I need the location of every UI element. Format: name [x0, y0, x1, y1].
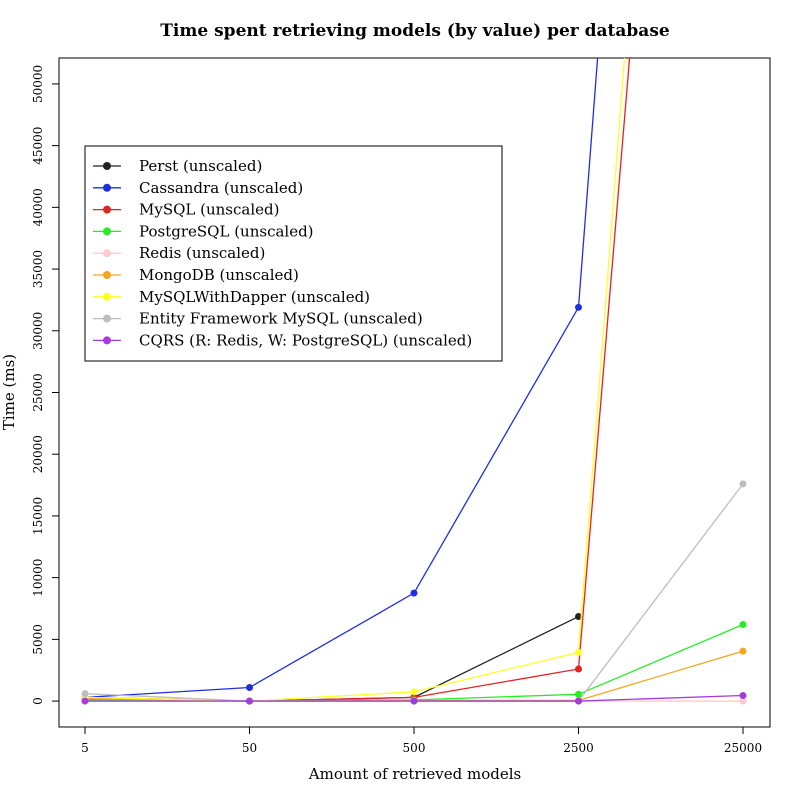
legend-label: Cassandra (unscaled) — [139, 179, 303, 197]
series-line — [84, 615, 579, 702]
legend-marker — [103, 314, 111, 323]
x-tick-label: 5 — [81, 741, 89, 755]
data-point — [81, 697, 89, 705]
x-tick-label: 2500 — [563, 741, 594, 755]
data-point — [739, 692, 747, 700]
data-point — [410, 697, 418, 705]
data-point — [81, 690, 89, 698]
legend-label: MongoDB (unscaled) — [139, 266, 299, 284]
legend-label: CQRS (R: Redis, W: PostgreSQL) (unscaled… — [139, 331, 472, 349]
legend-marker — [103, 162, 111, 170]
y-tick-label: 0 — [31, 697, 45, 705]
data-point — [575, 648, 582, 656]
y-tick-label: 20000 — [31, 435, 45, 473]
x-axis-label: Amount of retrieved models — [308, 765, 521, 783]
legend-marker — [103, 249, 111, 258]
x-tick-label: 25000 — [724, 741, 762, 755]
legend-label: MySQL (unscaled) — [139, 201, 279, 219]
y-tick-label: 35000 — [31, 250, 45, 288]
data-point — [575, 303, 582, 311]
chart-title: Time spent retrieving models (by value) … — [160, 21, 670, 41]
y-tick-label: 10000 — [31, 559, 45, 597]
data-point — [739, 647, 747, 655]
legend-marker — [103, 227, 111, 236]
plot-area — [81, 58, 747, 705]
legend-marker — [103, 183, 111, 192]
data-point — [410, 589, 418, 597]
y-tick-label: 50000 — [31, 65, 45, 103]
data-point — [246, 697, 253, 705]
y-tick-label: 40000 — [31, 188, 45, 226]
y-tick-label: 45000 — [31, 127, 45, 165]
legend-label: Entity Framework MySQL (unscaled) — [139, 310, 423, 328]
data-point — [739, 621, 747, 629]
legend-marker — [103, 205, 111, 214]
data-point — [246, 684, 253, 692]
legend-marker — [103, 292, 111, 301]
legend-label: MySQLWithDapper (unscaled) — [139, 288, 370, 306]
data-point — [410, 688, 418, 696]
data-point — [739, 697, 747, 705]
legend-label: Perst (unscaled) — [139, 157, 262, 175]
legend-marker — [103, 271, 111, 279]
y-tick-label: 5000 — [31, 624, 45, 655]
legend-box — [84, 145, 503, 362]
x-tick-label: 50 — [242, 741, 257, 755]
y-tick-label: 30000 — [31, 312, 45, 350]
y-tick-label: 15000 — [31, 497, 45, 535]
data-point — [575, 697, 582, 705]
legend-marker — [103, 336, 111, 345]
data-point — [739, 480, 747, 488]
data-point — [575, 613, 582, 621]
legend-label: Redis (unscaled) — [139, 244, 265, 262]
x-tick-label: 500 — [403, 741, 426, 755]
y-axis-label: Time (ms) — [0, 354, 18, 430]
data-point — [575, 665, 582, 673]
data-point — [575, 690, 582, 698]
y-tick-label: 25000 — [31, 373, 45, 411]
legend-label: PostgreSQL (unscaled) — [139, 222, 314, 240]
